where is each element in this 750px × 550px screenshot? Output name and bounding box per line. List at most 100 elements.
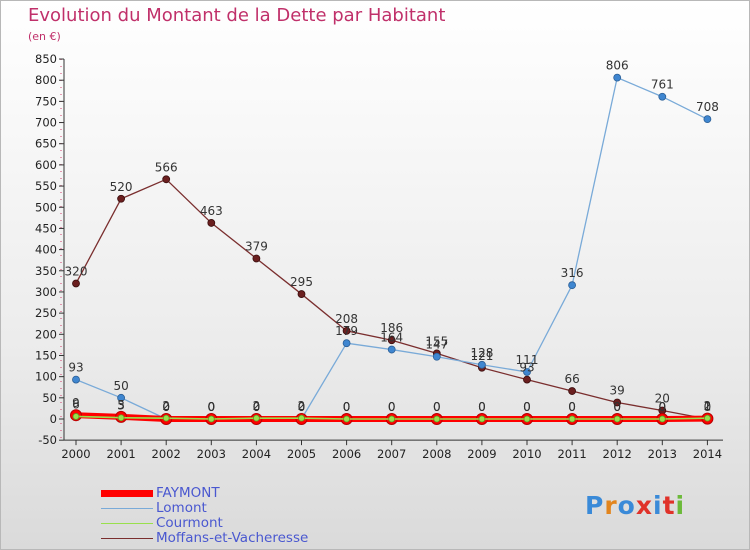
data-point-lomont <box>703 115 712 124</box>
data-label-moffans-et-vacheresse: 39 <box>610 383 625 397</box>
x-tick-label: 2004 <box>242 447 271 461</box>
y-tick-label: 100 <box>35 370 57 384</box>
logo-letter: o <box>617 491 636 520</box>
data-label-lomont: 708 <box>696 100 719 114</box>
data-point-courmont <box>117 414 125 422</box>
y-tick-label: 800 <box>35 73 57 87</box>
data-label-faymont: 0 <box>433 400 441 414</box>
data-label-faymont: 0 <box>388 400 396 414</box>
data-label-faymont: 0 <box>298 400 306 414</box>
data-point-courmont <box>207 415 215 423</box>
x-tick-label: 2012 <box>603 447 632 461</box>
data-label-courmont: 2 <box>162 399 170 413</box>
y-tick-label: 850 <box>35 52 57 66</box>
y-tick-label: 650 <box>35 137 57 151</box>
data-label-lomont: 147 <box>425 338 448 352</box>
data-label-lomont: 0 <box>298 400 306 414</box>
data-label-faymont: 0 <box>343 400 351 414</box>
data-label-faymont: 0 <box>207 400 215 414</box>
y-tick-label: 50 <box>42 391 57 405</box>
data-label-faymont: 1 <box>704 400 712 414</box>
x-tick-label: 2003 <box>197 447 226 461</box>
data-label-moffans-et-vacheresse: 520 <box>110 180 133 194</box>
data-point-courmont <box>523 415 531 423</box>
y-tick-label: 350 <box>35 264 57 278</box>
y-tick-label: 450 <box>35 221 57 235</box>
logo-letter: i <box>653 491 663 520</box>
legend-swatch <box>101 537 153 540</box>
data-point-lomont <box>117 393 125 402</box>
data-point-courmont <box>568 415 576 423</box>
x-tick-label: 2014 <box>693 447 722 461</box>
data-labels: 3205205664633792952081861551219366392009… <box>65 59 719 414</box>
data-label-faymont: 0 <box>478 400 486 414</box>
legend: FAYMONT Lomont Courmont Moffans-et-Vacheres… <box>101 486 308 546</box>
data-point-moffans-et-vacheresse <box>162 175 171 184</box>
data-label-lomont: 128 <box>470 346 493 360</box>
x-tick-label: 2008 <box>422 447 451 461</box>
data-point-moffans-et-vacheresse <box>252 254 261 263</box>
chart-title: Evolution du Montant de la Dette par Hab… <box>28 5 446 26</box>
data-label-lomont: 0 <box>207 400 215 414</box>
data-label-courmont: 0 <box>478 400 486 414</box>
data-point-lomont <box>523 368 531 376</box>
data-point-courmont <box>613 415 621 423</box>
x-tick-label: 2009 <box>467 447 496 461</box>
data-label-courmont: 0 <box>523 400 531 414</box>
y-tick-label: 750 <box>35 94 57 108</box>
data-label-lomont: 806 <box>606 59 629 73</box>
proxiti-logo: Proxiti <box>585 491 685 520</box>
data-label-courmont: 0 <box>343 400 351 414</box>
data-point-courmont <box>388 415 396 423</box>
data-point-lomont <box>477 360 486 369</box>
x-tick-label: 2010 <box>512 447 541 461</box>
data-point-moffans-et-vacheresse <box>117 194 125 203</box>
data-label-courmont: 0 <box>207 400 215 414</box>
data-label-lomont: 111 <box>516 353 539 367</box>
data-label-faymont: 0 <box>523 400 531 414</box>
data-point-moffans-et-vacheresse <box>342 327 351 335</box>
data-label-moffans-et-vacheresse: 20 <box>655 392 670 406</box>
data-label-courmont: 0 <box>388 400 396 414</box>
data-label-moffans-et-vacheresse: 93 <box>519 361 534 375</box>
data-point-courmont <box>72 413 80 420</box>
data-label-faymont: 0 <box>613 400 621 414</box>
data-label-moffans-et-vacheresse: 566 <box>155 160 178 174</box>
data-label-moffans-et-vacheresse: 66 <box>564 372 579 386</box>
data-point-moffans-et-vacheresse <box>523 375 531 384</box>
logo-letter: P <box>585 491 605 520</box>
data-label-faymont: 5 <box>117 398 125 412</box>
legend-label: Lomont <box>156 500 207 516</box>
series-lines <box>70 73 714 425</box>
y-tick-label: 700 <box>35 116 57 130</box>
legend-item-courmont: Courmont <box>101 516 308 531</box>
data-label-lomont: 316 <box>561 266 584 280</box>
data-label-moffans-et-vacheresse: 463 <box>200 204 223 218</box>
data-point-lomont <box>432 352 441 361</box>
y-tick-label: 300 <box>35 285 57 299</box>
legend-item-faymont: FAYMONT <box>101 486 308 501</box>
data-point-lomont <box>72 375 80 384</box>
y-tick-label: 200 <box>35 327 57 341</box>
data-label-faymont: 0 <box>568 400 576 414</box>
data-point-moffans-et-vacheresse <box>387 336 396 345</box>
data-label-faymont: 9 <box>72 396 80 410</box>
data-point-courmont <box>252 414 260 422</box>
x-tick-label: 2001 <box>106 447 135 461</box>
x-tick-label: 2006 <box>332 447 361 461</box>
x-tick-label: 2002 <box>152 447 181 461</box>
x-tick-label: 2000 <box>61 447 90 461</box>
data-point-courmont <box>478 415 486 423</box>
data-point-lomont <box>658 92 667 101</box>
logo-letter: r <box>604 491 618 520</box>
data-point-lomont <box>613 73 622 82</box>
data-point-lomont <box>568 281 576 290</box>
x-tick-label: 2005 <box>287 447 316 461</box>
legend-label: Moffans-et-Vacheresse <box>156 530 309 546</box>
data-label-faymont: 0 <box>162 400 170 414</box>
data-label-moffans-et-vacheresse: 320 <box>65 264 88 278</box>
data-label-lomont: 0 <box>253 400 261 414</box>
data-point-courmont <box>658 415 666 423</box>
